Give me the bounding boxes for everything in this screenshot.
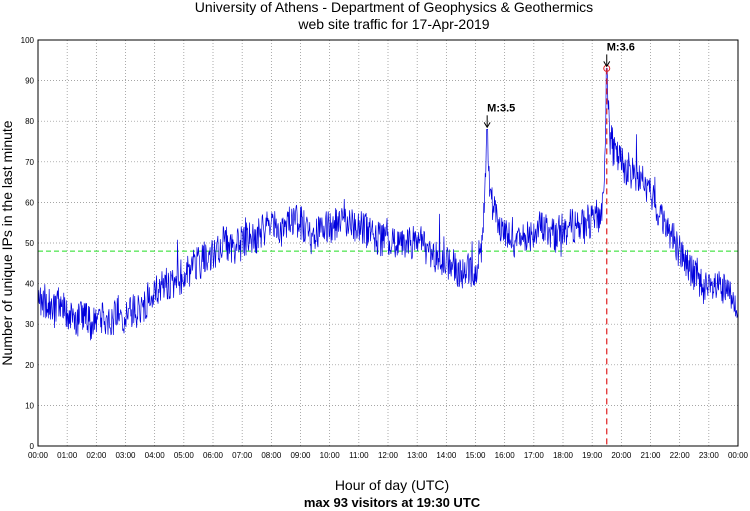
annotation-label: M:3.6 — [607, 41, 635, 53]
x-axis-sublabel: max 93 visitors at 19:30 UTC — [304, 495, 481, 510]
y-tick-label: 90 — [25, 77, 34, 86]
annotations: M:3.5 M:3.6 — [483, 41, 635, 129]
x-tick-labels: 00:00 01:00 02:00 03:00 04:00 05:00 06:00 07:00… — [28, 451, 749, 460]
y-tick-label: 20 — [25, 361, 34, 370]
x-tick-label: 10:00 — [320, 451, 341, 460]
x-tick-label: 01:00 — [57, 451, 78, 460]
x-tick-label: 00:00 — [728, 451, 749, 460]
x-tick-label: 00:00 — [28, 451, 49, 460]
x-tick-label: 12:00 — [378, 451, 399, 460]
series-group — [37, 68, 739, 341]
x-tick-label: 07:00 — [232, 451, 253, 460]
annotation-label: M:3.5 — [487, 102, 515, 114]
y-tick-label: 80 — [25, 117, 34, 126]
x-tick-label: 03:00 — [115, 451, 136, 460]
chart-title-line2: web site traffic for 17-Apr-2019 — [297, 16, 489, 32]
x-tick-label: 23:00 — [699, 451, 720, 460]
x-tick-label: 18:00 — [553, 451, 574, 460]
x-tick-label: 14:00 — [436, 451, 457, 460]
annotation-arrow-head — [483, 122, 491, 129]
y-tick-label: 40 — [25, 280, 34, 289]
series-line-visitors — [37, 68, 739, 341]
x-tick-label: 04:00 — [145, 451, 166, 460]
x-tick-label: 06:00 — [203, 451, 224, 460]
y-tick-label: 10 — [25, 401, 34, 410]
max-marker — [603, 64, 611, 446]
x-tick-label: 09:00 — [290, 451, 311, 460]
y-tick-label: 30 — [25, 320, 34, 329]
y-tick-label: 50 — [25, 239, 34, 248]
chart-title-line1: University of Athens - Department of Geo… — [195, 0, 593, 15]
y-tick-label: 70 — [25, 158, 34, 167]
x-tick-label: 08:00 — [261, 451, 282, 460]
annotation-arrow-head — [603, 61, 611, 68]
y-axis-label: Number of unique IPs in the last minute — [0, 120, 15, 365]
x-tick-label: 20:00 — [611, 451, 632, 460]
x-tick-label: 17:00 — [524, 451, 545, 460]
x-tick-label: 05:00 — [174, 451, 195, 460]
x-axis-label: Hour of day (UTC) — [335, 477, 449, 493]
x-tick-label: 02:00 — [86, 451, 107, 460]
x-tick-label: 16:00 — [495, 451, 516, 460]
x-tick-label: 19:00 — [582, 451, 603, 460]
x-tick-label: 15:00 — [465, 451, 486, 460]
x-tick-label: 13:00 — [407, 451, 428, 460]
y-tick-label: 100 — [21, 36, 35, 45]
x-tick-label: 21:00 — [640, 451, 661, 460]
y-tick-labels: 0 10 20 30 40 50 60 70 80 90 100 — [21, 36, 35, 451]
plot-frame — [37, 39, 739, 447]
y-tick-label: 60 — [25, 198, 34, 207]
y-tick-label: 0 — [30, 442, 35, 451]
x-tick-label: 11:00 — [349, 451, 369, 460]
x-tick-label: 22:00 — [670, 451, 691, 460]
